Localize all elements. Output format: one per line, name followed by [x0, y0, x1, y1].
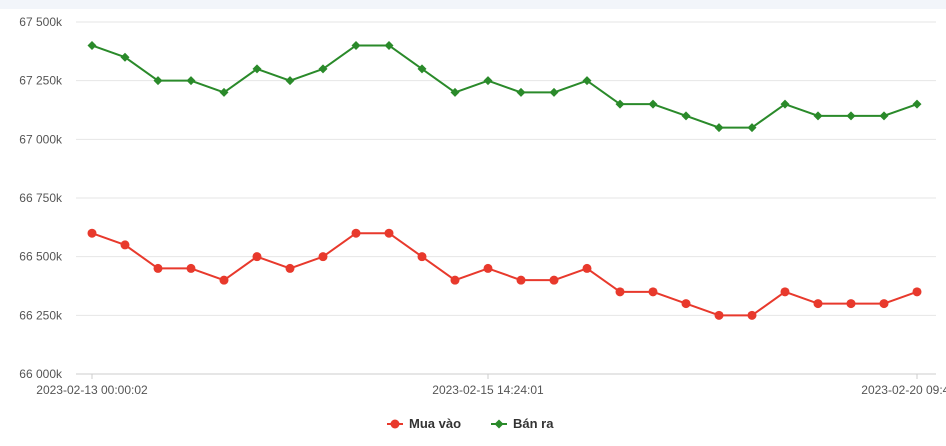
- top-strip: [0, 0, 946, 9]
- data-point[interactable]: [681, 111, 691, 121]
- data-point[interactable]: [813, 299, 823, 309]
- data-point[interactable]: [879, 111, 889, 121]
- data-point[interactable]: [153, 263, 163, 273]
- data-point[interactable]: [186, 76, 196, 86]
- data-point[interactable]: [516, 275, 526, 285]
- data-point[interactable]: [582, 263, 592, 273]
- series-line: [91, 232, 918, 317]
- data-point[interactable]: [483, 263, 493, 273]
- x-tick-label: 2023-02-13 00:00:02: [36, 383, 148, 397]
- data-point[interactable]: [120, 240, 130, 250]
- data-point[interactable]: [417, 252, 427, 262]
- data-point[interactable]: [351, 40, 361, 50]
- data-point[interactable]: [648, 287, 658, 297]
- data-point[interactable]: [747, 123, 757, 133]
- data-point[interactable]: [450, 87, 460, 97]
- data-point[interactable]: [549, 275, 559, 285]
- y-tick-label: 67 000k: [19, 132, 63, 146]
- data-point[interactable]: [912, 99, 922, 109]
- grid-lines: [76, 21, 936, 375]
- y-axis: 66 000k 66 250k 66 500k 66 750k 67 000k 67 25…: [19, 15, 63, 381]
- data-point[interactable]: [252, 64, 262, 74]
- legend-label: Bán ra: [513, 416, 554, 431]
- data-point[interactable]: [615, 99, 625, 109]
- legend[interactable]: Mua vào Bán ra: [387, 416, 554, 431]
- data-point[interactable]: [813, 111, 823, 121]
- data-point[interactable]: [87, 228, 97, 238]
- y-tick-label: 66 500k: [19, 250, 63, 264]
- data-point[interactable]: [681, 299, 691, 309]
- data-point[interactable]: [747, 310, 757, 320]
- data-point[interactable]: [186, 263, 196, 273]
- data-point[interactable]: [846, 299, 856, 309]
- data-point[interactable]: [285, 263, 295, 273]
- data-point[interactable]: [285, 76, 295, 86]
- data-point[interactable]: [384, 40, 394, 50]
- data-point[interactable]: [483, 76, 493, 86]
- series-layer: [87, 40, 922, 320]
- data-point[interactable]: [417, 64, 427, 74]
- data-point[interactable]: [384, 228, 394, 238]
- series-2: [87, 40, 922, 133]
- data-point[interactable]: [153, 76, 163, 86]
- data-point[interactable]: [714, 123, 724, 133]
- data-point[interactable]: [351, 228, 361, 238]
- data-point[interactable]: [846, 111, 856, 121]
- data-point[interactable]: [879, 299, 889, 309]
- series-1: [87, 228, 922, 320]
- y-tick-label: 66 750k: [19, 191, 63, 205]
- legend-item[interactable]: Mua vào: [387, 416, 461, 431]
- y-tick-label: 67 500k: [19, 15, 63, 29]
- data-point[interactable]: [780, 99, 790, 109]
- x-axis: 2023-02-13 00:00:02 2023-02-15 14:24:01 20…: [36, 374, 946, 397]
- data-point[interactable]: [87, 40, 97, 50]
- x-tick-label: 2023-02-20 09:44:01: [861, 383, 946, 397]
- series-line: [91, 44, 918, 129]
- data-point[interactable]: [219, 275, 229, 285]
- data-point[interactable]: [516, 87, 526, 97]
- y-tick-label: 66 000k: [19, 367, 63, 381]
- data-point[interactable]: [582, 76, 592, 86]
- y-tick-label: 66 250k: [19, 308, 63, 322]
- data-point[interactable]: [450, 275, 460, 285]
- legend-marker: [390, 419, 400, 429]
- data-point[interactable]: [912, 287, 922, 297]
- legend-item[interactable]: Bán ra: [491, 416, 554, 431]
- data-point[interactable]: [318, 64, 328, 74]
- legend-marker: [494, 419, 504, 429]
- data-point[interactable]: [549, 87, 559, 97]
- data-point[interactable]: [780, 287, 790, 297]
- data-point[interactable]: [615, 287, 625, 297]
- data-point[interactable]: [252, 252, 262, 262]
- data-point[interactable]: [648, 99, 658, 109]
- y-tick-label: 67 250k: [19, 74, 63, 88]
- data-point[interactable]: [219, 87, 229, 97]
- data-point[interactable]: [318, 252, 328, 262]
- legend-label: Mua vào: [409, 416, 461, 431]
- data-point[interactable]: [120, 52, 130, 62]
- data-point[interactable]: [714, 310, 724, 320]
- x-tick-label: 2023-02-15 14:24:01: [432, 383, 544, 397]
